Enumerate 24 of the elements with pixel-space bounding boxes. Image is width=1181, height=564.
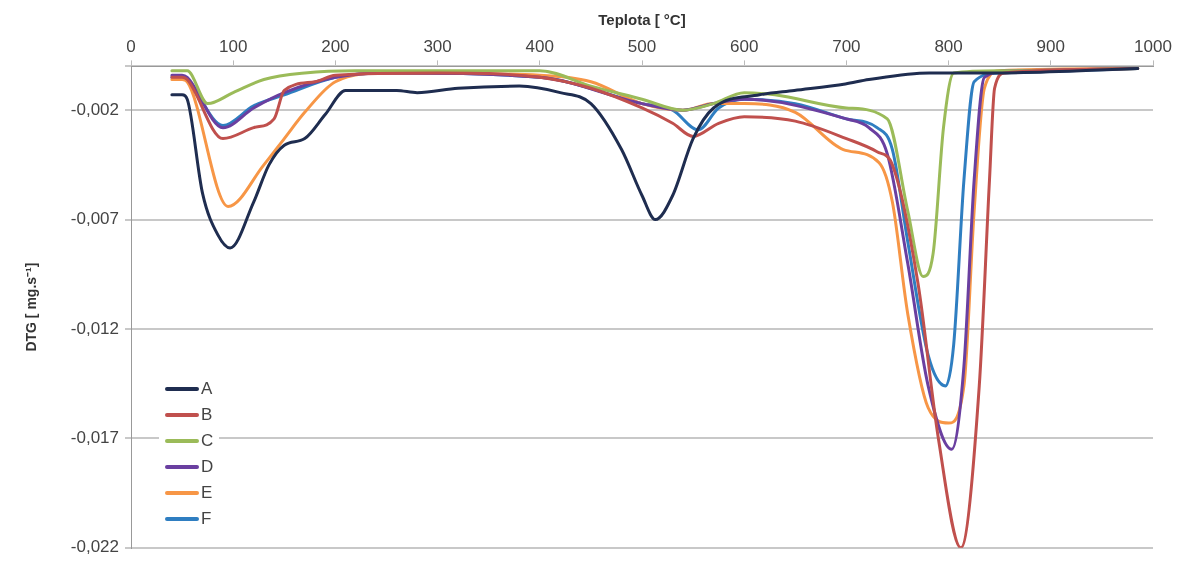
x-tick-label: 300 (423, 36, 452, 56)
x-tick-label: 200 (321, 36, 350, 56)
legend-label: C (201, 430, 214, 451)
x-tick-label: 900 (1036, 36, 1065, 56)
legend-label: E (201, 482, 213, 503)
y-axis-title: DTG [ mg.s⁻¹] (23, 262, 40, 352)
y-tick-label: -0,017 (70, 428, 119, 448)
y-tick-label: -0,012 (70, 318, 119, 338)
x-axis-title: Teplota [ °C] (598, 11, 686, 29)
y-tick-label: -0,002 (70, 99, 119, 119)
x-tick-label: 1000 (1134, 36, 1172, 56)
x-tick-label: 500 (627, 36, 657, 56)
legend-label: F (201, 508, 212, 529)
x-tick-label: 100 (219, 36, 248, 56)
x-tick-label: 0 (126, 36, 136, 56)
x-tick-label: 800 (934, 36, 963, 56)
x-tick-label: 700 (832, 36, 861, 56)
x-tick-label: 600 (730, 36, 759, 56)
x-tick-label: 400 (525, 36, 554, 56)
legend-label: D (201, 456, 214, 477)
legend-label: B (201, 404, 213, 425)
y-tick-label: -0,007 (70, 209, 119, 229)
legend-label: A (201, 378, 213, 399)
y-tick-label: -0,022 (70, 537, 119, 557)
